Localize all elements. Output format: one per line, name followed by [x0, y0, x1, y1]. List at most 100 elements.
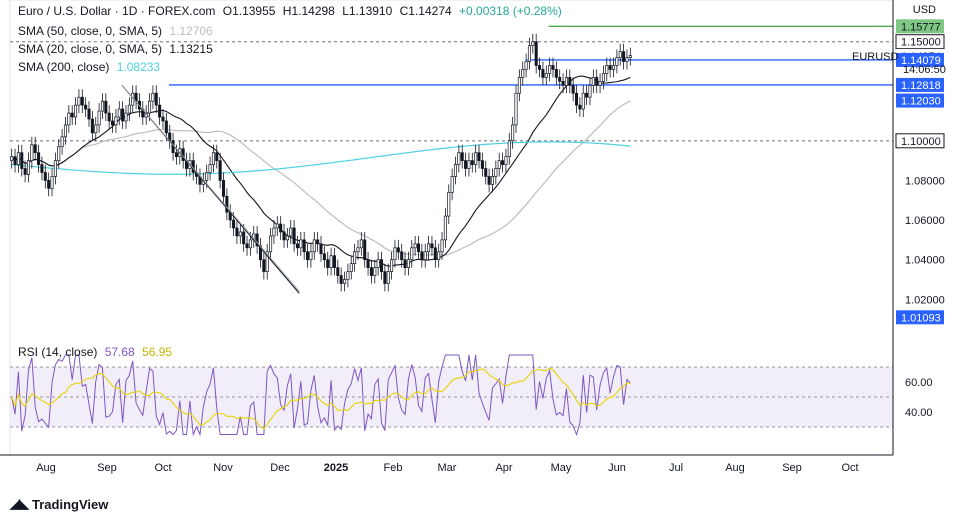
candle-body: [37, 153, 39, 165]
candle-body: [495, 169, 497, 177]
candle-body: [118, 109, 120, 117]
candle-body: [17, 153, 19, 165]
candle-body: [290, 228, 292, 236]
candle-body: [51, 176, 53, 188]
candle-body: [589, 85, 591, 97]
candle-body: [58, 147, 60, 161]
candle-body: [323, 254, 325, 260]
candle-body: [54, 161, 56, 177]
candle-body: [471, 161, 473, 165]
rsi-label: RSI (14, close): [18, 345, 97, 359]
y-tick-label: 1.02000: [905, 294, 945, 306]
rsi-pane: 60.0040.00: [10, 355, 933, 435]
candle-body: [125, 113, 127, 121]
x-tick-label: Dec: [270, 462, 290, 474]
ohlc-close: 1.14274: [408, 4, 451, 18]
tradingview-logo[interactable]: ◢◣ TradingView: [10, 496, 108, 512]
candle-body: [273, 228, 275, 236]
candle-body: [616, 58, 618, 66]
x-tick-label: Nov: [213, 462, 233, 474]
candle-body: [34, 145, 36, 153]
indicator-sma200[interactable]: SMA (200, close) 1.08233: [18, 60, 164, 74]
x-tick-label: Mar: [438, 462, 457, 474]
candle-body: [101, 101, 103, 111]
candle-body: [417, 244, 419, 252]
candle-body: [528, 46, 530, 62]
indicator-sma20[interactable]: SMA (20, close, 0, SMA, 5) 1.13215: [18, 42, 217, 56]
candle-body: [518, 77, 520, 93]
candle-body: [343, 280, 345, 284]
sma50-value: 1.12706: [169, 24, 212, 38]
rsi-value: 57.68: [105, 345, 135, 359]
candle-body: [327, 260, 329, 268]
x-tick-label: Aug: [725, 462, 745, 474]
price-tag-label: 1.01093: [901, 312, 941, 324]
candle-body: [14, 157, 16, 165]
candle-body: [387, 272, 389, 284]
candle-body: [424, 252, 426, 260]
candle-body: [542, 69, 544, 77]
currency-label[interactable]: USD: [913, 4, 936, 16]
ohlc-open-label: O: [223, 4, 232, 18]
x-tick-label: Sep: [782, 462, 802, 474]
sma20-value: 1.13215: [169, 42, 212, 56]
candle-body: [444, 216, 446, 240]
candle-body: [44, 173, 46, 181]
candle-body: [548, 65, 550, 73]
candle-body: [222, 180, 224, 196]
candle-body: [360, 240, 362, 248]
ohlc-high: 1.14298: [291, 4, 334, 18]
candle-body: [629, 56, 631, 58]
candle-body: [209, 165, 211, 173]
candle-body: [357, 248, 359, 252]
x-tick-label: Jul: [669, 462, 683, 474]
candle-body: [216, 153, 218, 161]
trendlines: [122, 85, 299, 293]
price-tag-label: 1.15777: [901, 21, 941, 33]
candle-body: [555, 69, 557, 77]
symbol-tag: EURUSD: [852, 51, 899, 63]
candle-body: [569, 77, 571, 85]
candle-body: [427, 244, 429, 252]
candle-body: [374, 268, 376, 276]
candle-body: [451, 176, 453, 192]
candle-body: [511, 125, 513, 141]
candle-body: [24, 169, 26, 175]
tradingview-icon: ◢◣: [10, 496, 28, 512]
price-tag-label: 1.15000: [901, 37, 941, 49]
candle-body: [11, 157, 13, 161]
candle-body: [619, 52, 621, 58]
candle-body: [441, 240, 443, 252]
candle-body: [390, 260, 392, 272]
indicator-sma50[interactable]: SMA (50, close, 0, SMA, 5) 1.12706: [18, 24, 217, 38]
candle-body: [552, 65, 554, 69]
candle-body: [121, 109, 123, 121]
candle-body: [84, 105, 86, 109]
candle-body: [27, 161, 29, 175]
rsi-tick-label: 40.00: [905, 407, 933, 419]
candle-body: [501, 161, 503, 165]
candle-body: [152, 93, 154, 101]
candle-body: [286, 236, 288, 240]
rsi-legend[interactable]: RSI (14, close) 57.68 56.95: [18, 345, 176, 359]
candle-body: [407, 260, 409, 268]
candle-body: [468, 161, 470, 169]
candle-body: [95, 125, 97, 133]
candle-body: [135, 93, 137, 101]
candle-body: [98, 111, 100, 125]
sma200-label: SMA (200, close): [18, 60, 109, 74]
candle-body: [148, 101, 150, 113]
candle-body: [293, 228, 295, 244]
candle-body: [333, 256, 335, 268]
sma200-value: 1.08233: [117, 60, 160, 74]
candle-body: [105, 101, 107, 113]
candle-body: [78, 97, 80, 105]
candle-body: [612, 65, 614, 69]
sma20-label: SMA (20, close, 0, SMA, 5): [18, 42, 162, 56]
candle-body: [158, 105, 160, 117]
x-tick-label: May: [551, 462, 572, 474]
candle-body: [310, 252, 312, 260]
candle-body: [431, 244, 433, 248]
candle-body: [579, 105, 581, 109]
